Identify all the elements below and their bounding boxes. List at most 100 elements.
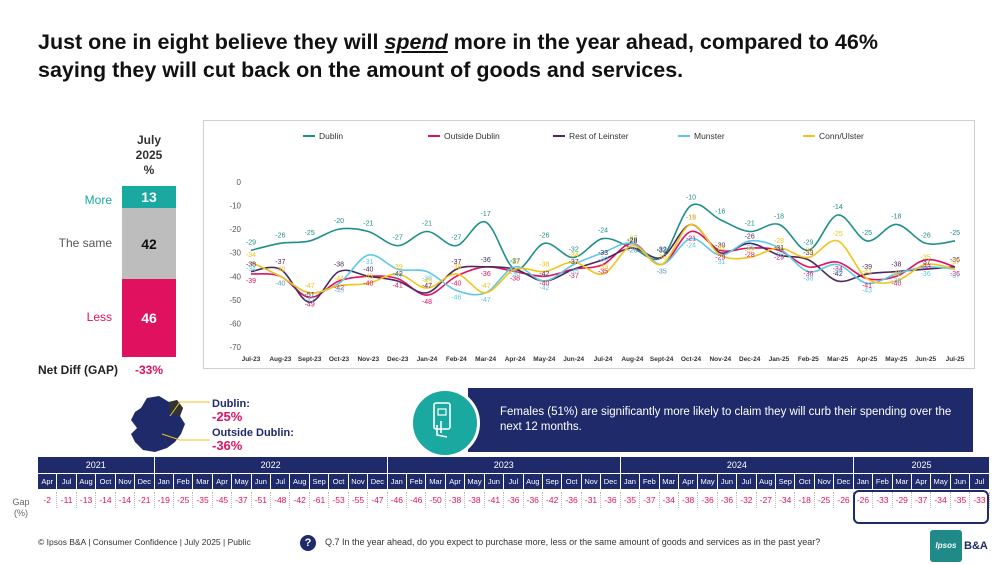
x-tick-label: Jan-24: [417, 356, 438, 363]
data-label: -37: [569, 259, 579, 266]
timeline-gap-value: -34: [660, 492, 679, 508]
x-tick-label: Apr-24: [505, 356, 526, 363]
timeline-gap-value: -14: [116, 492, 136, 508]
timeline-month: Nov: [581, 474, 602, 489]
timeline-month: Mar: [426, 474, 446, 489]
y-tick-label: -30: [229, 249, 241, 258]
data-label: -35: [657, 269, 667, 276]
data-label: -42: [539, 285, 549, 292]
timeline-gap-value: -53: [329, 492, 349, 508]
series-line-rest-of-leinster: [250, 223, 956, 304]
timeline-month: Nov: [814, 474, 835, 489]
timeline-gap-value: -55: [349, 492, 369, 508]
stack-segment-less: 46: [122, 279, 176, 357]
data-label: -21: [745, 221, 755, 228]
page-title: Just one in eight believe they will spen…: [38, 28, 918, 84]
data-label: -38: [422, 276, 432, 283]
data-label: -47: [481, 297, 491, 304]
timeline-month: Dec: [135, 474, 155, 489]
data-label: -20: [334, 218, 344, 225]
timeline-year-2022: 2022: [154, 457, 388, 473]
timeline-gap-value: -29: [893, 492, 912, 508]
timeline-gap-value: -18: [795, 492, 815, 508]
data-label: -35: [657, 255, 667, 262]
legend-label: Dublin: [319, 131, 343, 141]
timeline-gap-value: -19: [155, 492, 174, 508]
timeline-gap-value: -35: [621, 492, 641, 508]
data-label: -29: [715, 254, 725, 261]
data-label: -21: [422, 221, 432, 228]
data-label: -28: [774, 252, 784, 259]
timeline-month: Jul: [737, 474, 757, 489]
data-label: -32: [657, 247, 667, 254]
data-label: -29: [774, 254, 784, 261]
data-label: -18: [891, 213, 901, 220]
data-label: -41: [862, 269, 872, 276]
data-label: -37: [510, 259, 520, 266]
timeline-month: Sep: [776, 474, 796, 489]
data-label: -48: [422, 299, 432, 306]
data-label: -38: [539, 262, 549, 269]
data-label: -42: [393, 271, 403, 278]
data-label: -25: [833, 231, 843, 238]
data-label: -37: [950, 273, 960, 280]
timeline-gap-value: -25: [815, 492, 835, 508]
timeline-gap-value: -25: [174, 492, 194, 508]
timeline-gap-value: -42: [543, 492, 563, 508]
x-tick-label: Apr-25: [857, 356, 878, 363]
y-tick-label: -50: [229, 296, 241, 305]
timeline-gap-value: -36: [698, 492, 718, 508]
x-tick-label: May-24: [533, 356, 555, 363]
timeline-month: Jan: [620, 474, 641, 489]
stack-segment-same: 42: [122, 208, 176, 279]
title-part-2: more in the year ahead, compared to 46% …: [38, 30, 878, 82]
legend-label: Munster: [694, 131, 725, 141]
timeline-year-row: 2021 2022 2023 2024 2025: [38, 457, 990, 473]
data-label: -26: [627, 247, 637, 254]
y-tick-label: -70: [229, 343, 241, 352]
data-label: -33: [803, 250, 813, 257]
data-label: -24: [598, 228, 608, 235]
timeline-gap-value: -46: [388, 492, 408, 508]
legend-label: Outside Dublin: [444, 131, 500, 141]
data-label: -36: [950, 257, 960, 264]
x-tick-label: Jun-24: [563, 356, 584, 363]
data-label: -38: [891, 262, 901, 269]
x-tick-label: Mar-24: [475, 356, 496, 363]
timeline-month: Apr: [445, 474, 466, 489]
timeline-gap-value: -34: [776, 492, 796, 508]
net-diff-label: Net Diff (GAP): [38, 363, 118, 377]
data-label: -18: [774, 213, 784, 220]
data-label: -49: [305, 302, 315, 309]
data-label: -39: [451, 264, 461, 271]
data-label: -18: [686, 214, 696, 221]
x-tick-label: Sept-23: [298, 356, 322, 363]
ba-logo-text: B&A: [964, 540, 988, 552]
data-label: -39: [862, 264, 872, 271]
footer-text: © Ipsos B&A | Consumer Confidence | July…: [38, 537, 251, 547]
y-tick-label: -20: [229, 225, 241, 234]
timeline-month: Apr: [212, 474, 233, 489]
timeline-gap-value: -36: [504, 492, 524, 508]
timeline-year-2024: 2024: [620, 457, 854, 473]
timeline-gap-value: -61: [310, 492, 330, 508]
timeline-gap-value: -37: [232, 492, 252, 508]
timeline-month: Feb: [873, 474, 893, 489]
data-label: -42: [539, 271, 549, 278]
data-label: -25: [862, 230, 872, 237]
data-label: -42: [833, 271, 843, 278]
stack-label-same: The same: [58, 236, 112, 250]
timeline-gap-value: -46: [407, 492, 427, 508]
timeline-month: Jan: [154, 474, 174, 489]
stack-header-unit: %: [143, 163, 155, 177]
data-label: -41: [862, 283, 872, 290]
data-label: -36: [481, 257, 491, 264]
series-line-conn-ulster: [250, 223, 956, 294]
timeline-gap-value: -36: [601, 492, 621, 508]
series-line-dublin: [250, 203, 956, 271]
data-label: -32: [569, 246, 579, 253]
data-label: -51: [305, 292, 315, 299]
data-label: -29: [803, 239, 813, 246]
data-label: -39: [598, 264, 608, 271]
data-label: -26: [745, 233, 755, 240]
